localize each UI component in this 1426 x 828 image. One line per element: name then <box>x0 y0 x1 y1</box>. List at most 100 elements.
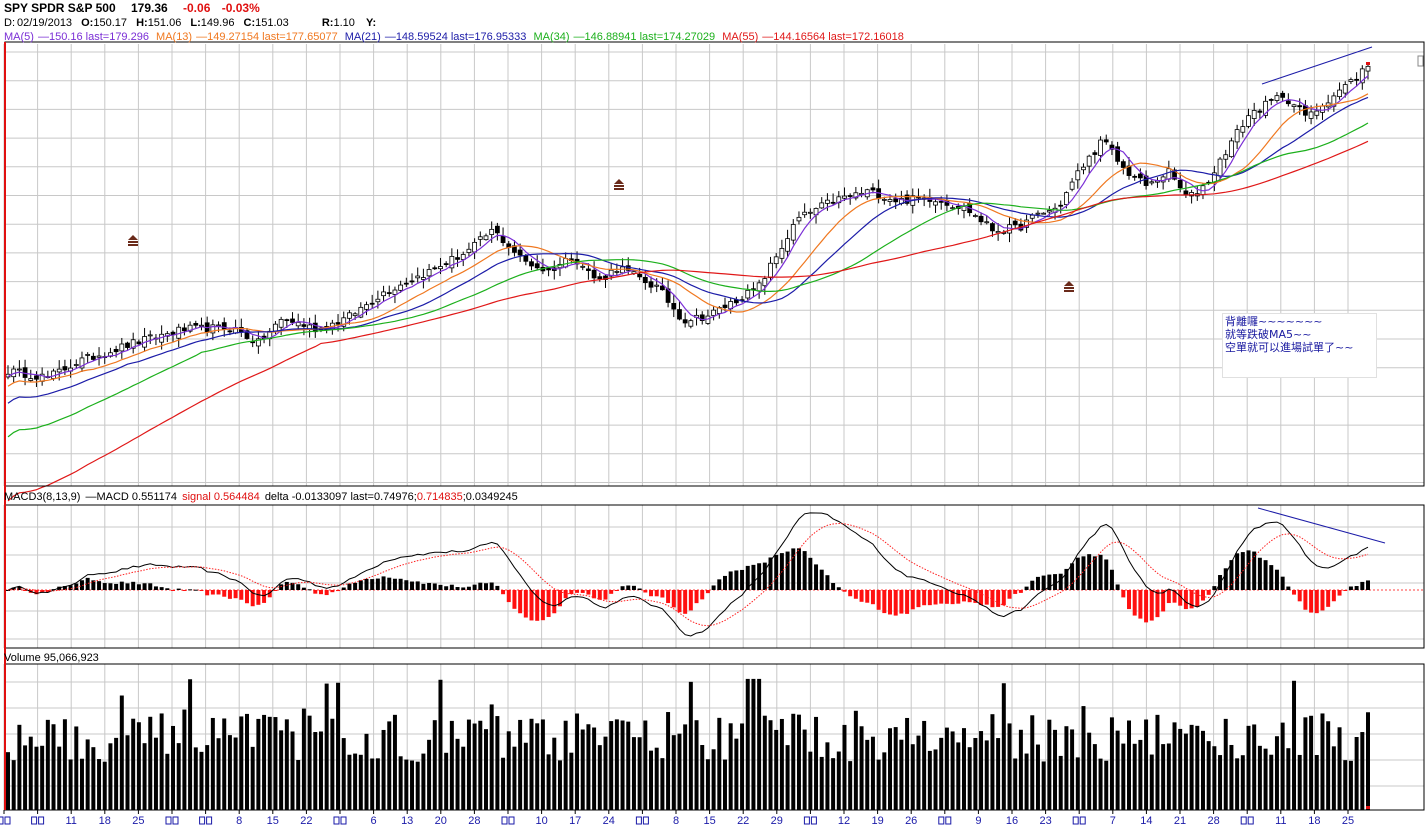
macd-bar <box>336 590 341 592</box>
macd-bar <box>751 564 756 590</box>
macd-bar <box>256 590 261 605</box>
candle-body <box>56 368 62 373</box>
candle-body <box>790 224 796 241</box>
macd-bar <box>905 590 910 614</box>
x-tick-label: 29 <box>771 815 783 827</box>
candle-body <box>1320 105 1325 113</box>
candle-body <box>1234 129 1240 143</box>
x-tick-box <box>803 816 810 825</box>
macd-bar <box>6 590 10 591</box>
volume-bar <box>1053 729 1058 810</box>
volume-bar <box>1200 730 1205 810</box>
panel-frames <box>4 41 1425 811</box>
delta-value: delta -0.0133097 last=0.74976; <box>264 491 417 503</box>
macd-bar <box>1206 590 1211 595</box>
volume-bar <box>40 745 45 810</box>
volume-bar <box>1104 760 1109 810</box>
macd-bar <box>307 589 312 591</box>
macd-bar <box>432 583 437 590</box>
macd-bar <box>899 590 904 614</box>
macd-bar <box>859 590 864 602</box>
volume-bar <box>62 719 67 810</box>
macd-bar <box>1269 565 1274 590</box>
macd-bar <box>546 590 551 617</box>
macd-bar <box>410 581 415 590</box>
candle-body <box>580 265 586 268</box>
macd-bar <box>1252 551 1257 590</box>
volume-bar <box>171 725 176 810</box>
macd-bar <box>575 590 580 593</box>
volume-bar <box>1024 753 1029 810</box>
volume-bar <box>1348 760 1353 810</box>
candle-body <box>995 231 1001 234</box>
macd-bar <box>461 587 466 590</box>
candle-body <box>1263 100 1268 116</box>
macd-bar <box>1200 590 1205 601</box>
macd-bar <box>182 590 187 591</box>
macd-bar <box>1104 559 1109 590</box>
x-tick-label: 24 <box>603 815 615 827</box>
macd-bar <box>1035 576 1040 590</box>
candle-body <box>1291 104 1297 107</box>
volume-bar <box>1331 746 1336 810</box>
volume-bar <box>427 739 432 810</box>
macd-bar <box>108 583 113 590</box>
volume-bar <box>45 719 50 810</box>
candle-body <box>1365 65 1371 72</box>
candle-body <box>893 198 899 203</box>
volume-bar <box>34 746 39 810</box>
volume-bar <box>899 739 904 810</box>
volume-bar <box>1223 718 1228 810</box>
x-tick-box <box>1247 816 1254 825</box>
r-label: R: <box>321 17 334 29</box>
macd-bar <box>102 583 107 590</box>
grid-lines <box>3 44 1424 810</box>
volume-bar <box>341 738 346 810</box>
volume-bar <box>279 730 284 810</box>
volume-bar <box>831 758 836 810</box>
macd-bar <box>1041 575 1046 590</box>
macd-bar <box>705 590 710 594</box>
volume-bar <box>57 746 62 810</box>
macd-bar <box>1309 590 1314 613</box>
candle-body <box>711 309 716 316</box>
macd-bar <box>694 590 699 604</box>
candle-body <box>1348 79 1354 82</box>
candle-body <box>1177 179 1183 189</box>
macd-bar <box>717 579 722 590</box>
macd-bar <box>131 581 136 590</box>
last-volume-marker <box>1366 806 1370 809</box>
volume-bar <box>774 729 779 810</box>
macd-bar <box>11 587 16 590</box>
candle-body <box>193 323 199 326</box>
candle-body <box>688 320 694 327</box>
volume-bar <box>193 747 198 810</box>
volume-bar <box>136 722 141 810</box>
candle-body <box>255 338 261 347</box>
volume-bar <box>956 742 961 810</box>
volume-bar <box>944 727 949 810</box>
macd-bar <box>250 590 255 607</box>
candle-body <box>483 235 489 241</box>
volume-bar <box>1354 736 1359 810</box>
macd-bar <box>1001 590 1006 606</box>
macd-bar <box>171 590 176 591</box>
candle-body <box>972 215 978 217</box>
macd-bar <box>495 585 500 590</box>
volume-bar <box>1127 720 1131 810</box>
x-tick-label: 7 <box>1110 815 1116 827</box>
volume-bar <box>165 753 170 810</box>
x-tick-box <box>945 816 952 825</box>
macd-bar <box>518 590 523 614</box>
candle-body <box>489 228 495 235</box>
signal-marker-icon <box>128 241 138 243</box>
candle-body <box>1092 152 1098 155</box>
volume-bar <box>791 713 796 810</box>
macd-bar <box>1138 590 1143 619</box>
volume-bar <box>444 752 449 810</box>
macd-bar <box>791 548 796 590</box>
ma-legend: MA(5) —150.16 last=179.296 MA(13) —149.271… <box>4 30 908 44</box>
r-value: 1.10 <box>333 17 355 29</box>
volume-bar <box>11 760 16 810</box>
macd-bar <box>1024 586 1029 590</box>
